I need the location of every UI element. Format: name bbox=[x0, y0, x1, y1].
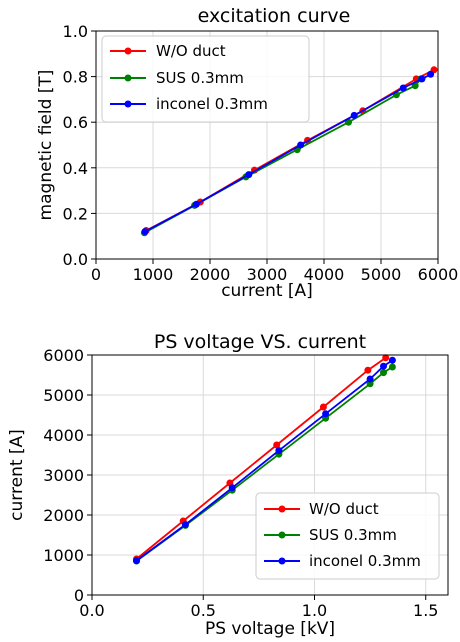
y-tick-label: 1.0 bbox=[63, 22, 88, 41]
data-point-series-2 bbox=[418, 75, 426, 83]
data-point-series-2 bbox=[141, 228, 149, 236]
y-tick-label: 0 bbox=[74, 586, 84, 605]
x-tick-label: 5000 bbox=[361, 265, 402, 284]
chart-2-ylabel: current [A] bbox=[7, 429, 27, 521]
y-tick-label: 5000 bbox=[43, 386, 84, 405]
legend-label: SUS 0.3mm bbox=[309, 526, 397, 544]
y-tick-label: 0.8 bbox=[63, 68, 88, 87]
data-point-series-2 bbox=[322, 410, 330, 418]
x-tick-label: 4000 bbox=[304, 265, 345, 284]
chart-2-title: PS voltage VS. current bbox=[154, 331, 366, 353]
data-point-series-0 bbox=[319, 403, 327, 411]
legend-swatch-marker bbox=[124, 47, 132, 55]
data-point-series-2 bbox=[192, 200, 200, 208]
chart-2-series bbox=[133, 354, 396, 565]
chart-1-legend-entry-1: SUS 0.3mm bbox=[110, 69, 244, 87]
x-tick-label: 2000 bbox=[190, 265, 231, 284]
x-tick-label: 0.0 bbox=[79, 601, 104, 620]
data-point-series-0 bbox=[382, 354, 390, 362]
data-point-series-2 bbox=[245, 171, 253, 179]
chart-1-legend-box bbox=[101, 35, 310, 123]
y-tick-label: 0.6 bbox=[63, 113, 88, 132]
data-point-series-1 bbox=[380, 369, 387, 377]
legend-label: W/O duct bbox=[156, 42, 226, 60]
chart-2-legend-box bbox=[255, 492, 440, 580]
data-point-series-2 bbox=[350, 111, 358, 119]
chart-2-xlabel: PS voltage [kV] bbox=[205, 619, 335, 639]
y-tick-label: 2000 bbox=[43, 506, 84, 525]
legend-swatch-marker bbox=[124, 74, 132, 82]
data-point-series-1 bbox=[388, 363, 396, 371]
chart-excitation: excitation curve 0 1000 2000 3000 4000 5000 60… bbox=[36, 5, 458, 301]
data-point-series-1 bbox=[366, 380, 374, 388]
chart-2-legend: W/O duct SUS 0.3mm inconel 0.3mm bbox=[255, 492, 440, 580]
y-tick-label: 0.0 bbox=[63, 250, 88, 269]
chart-2-ticks: 0.0 0.5 1.0 1.5 0 1000 2000 3000 4000 5000 6000 bbox=[43, 346, 438, 620]
chart-2-legend-entry-1: SUS 0.3mm bbox=[264, 526, 397, 544]
y-tick-label: 1000 bbox=[43, 546, 84, 565]
legend-swatch-marker bbox=[278, 531, 286, 539]
legend-swatch-marker bbox=[278, 557, 286, 565]
data-point-series-0 bbox=[364, 366, 372, 374]
x-tick-label: 6000 bbox=[418, 265, 459, 284]
data-point-series-2 bbox=[297, 141, 305, 149]
data-point-series-2 bbox=[228, 484, 236, 492]
chart-2-legend-entry-0: W/O duct bbox=[264, 500, 379, 518]
chart-1-legend-entry-0: W/O duct bbox=[110, 42, 226, 60]
x-tick-label: 0.5 bbox=[191, 601, 216, 620]
data-point-series-2 bbox=[427, 70, 435, 78]
chart-1-title: excitation curve bbox=[198, 5, 351, 27]
chart-1-legend-entry-2: inconel 0.3mm bbox=[110, 95, 268, 113]
chart-2-legend-entry-2: inconel 0.3mm bbox=[264, 552, 421, 570]
data-point-series-2 bbox=[181, 521, 189, 529]
legend-label: inconel 0.3mm bbox=[309, 552, 421, 570]
data-point-series-2 bbox=[133, 557, 140, 565]
y-tick-label: 6000 bbox=[43, 346, 84, 365]
chart-ps-voltage: PS voltage VS. current 0.0 0.5 1.0 1.5 0 1000… bbox=[7, 331, 449, 639]
legend-label: SUS 0.3mm bbox=[156, 69, 244, 87]
x-tick-label: 0 bbox=[91, 265, 101, 284]
chart-1-legend: W/O duct SUS 0.3mm inconel 0.3mm bbox=[101, 35, 310, 123]
data-point-series-0 bbox=[273, 441, 281, 449]
data-point-series-2 bbox=[275, 447, 283, 455]
legend-label: W/O duct bbox=[309, 500, 379, 518]
legend-swatch-marker bbox=[278, 505, 286, 513]
chart-1-ylabel: magnetic field [T] bbox=[36, 70, 56, 221]
y-tick-label: 3000 bbox=[43, 466, 84, 485]
x-tick-label: 1.0 bbox=[302, 601, 327, 620]
x-tick-label: 1.5 bbox=[413, 601, 438, 620]
legend-swatch-marker bbox=[124, 100, 132, 108]
chart-1-ticks: 0 1000 2000 3000 4000 5000 6000 0.0 0.2 0.4 0.6 0.8… bbox=[63, 22, 459, 284]
x-tick-label: 1000 bbox=[133, 265, 174, 284]
y-tick-label: 4000 bbox=[43, 426, 84, 445]
data-point-series-2 bbox=[380, 362, 387, 370]
y-tick-label: 0.4 bbox=[63, 159, 88, 178]
legend-label: inconel 0.3mm bbox=[156, 95, 268, 113]
x-tick-label: 3000 bbox=[247, 265, 288, 284]
data-point-series-2 bbox=[399, 84, 407, 92]
chart-1-xlabel: current [A] bbox=[221, 281, 313, 301]
y-tick-label: 0.2 bbox=[63, 204, 88, 223]
chart-1-series bbox=[140, 66, 438, 237]
data-point-series-2 bbox=[388, 356, 396, 364]
data-point-series-2 bbox=[366, 375, 374, 383]
